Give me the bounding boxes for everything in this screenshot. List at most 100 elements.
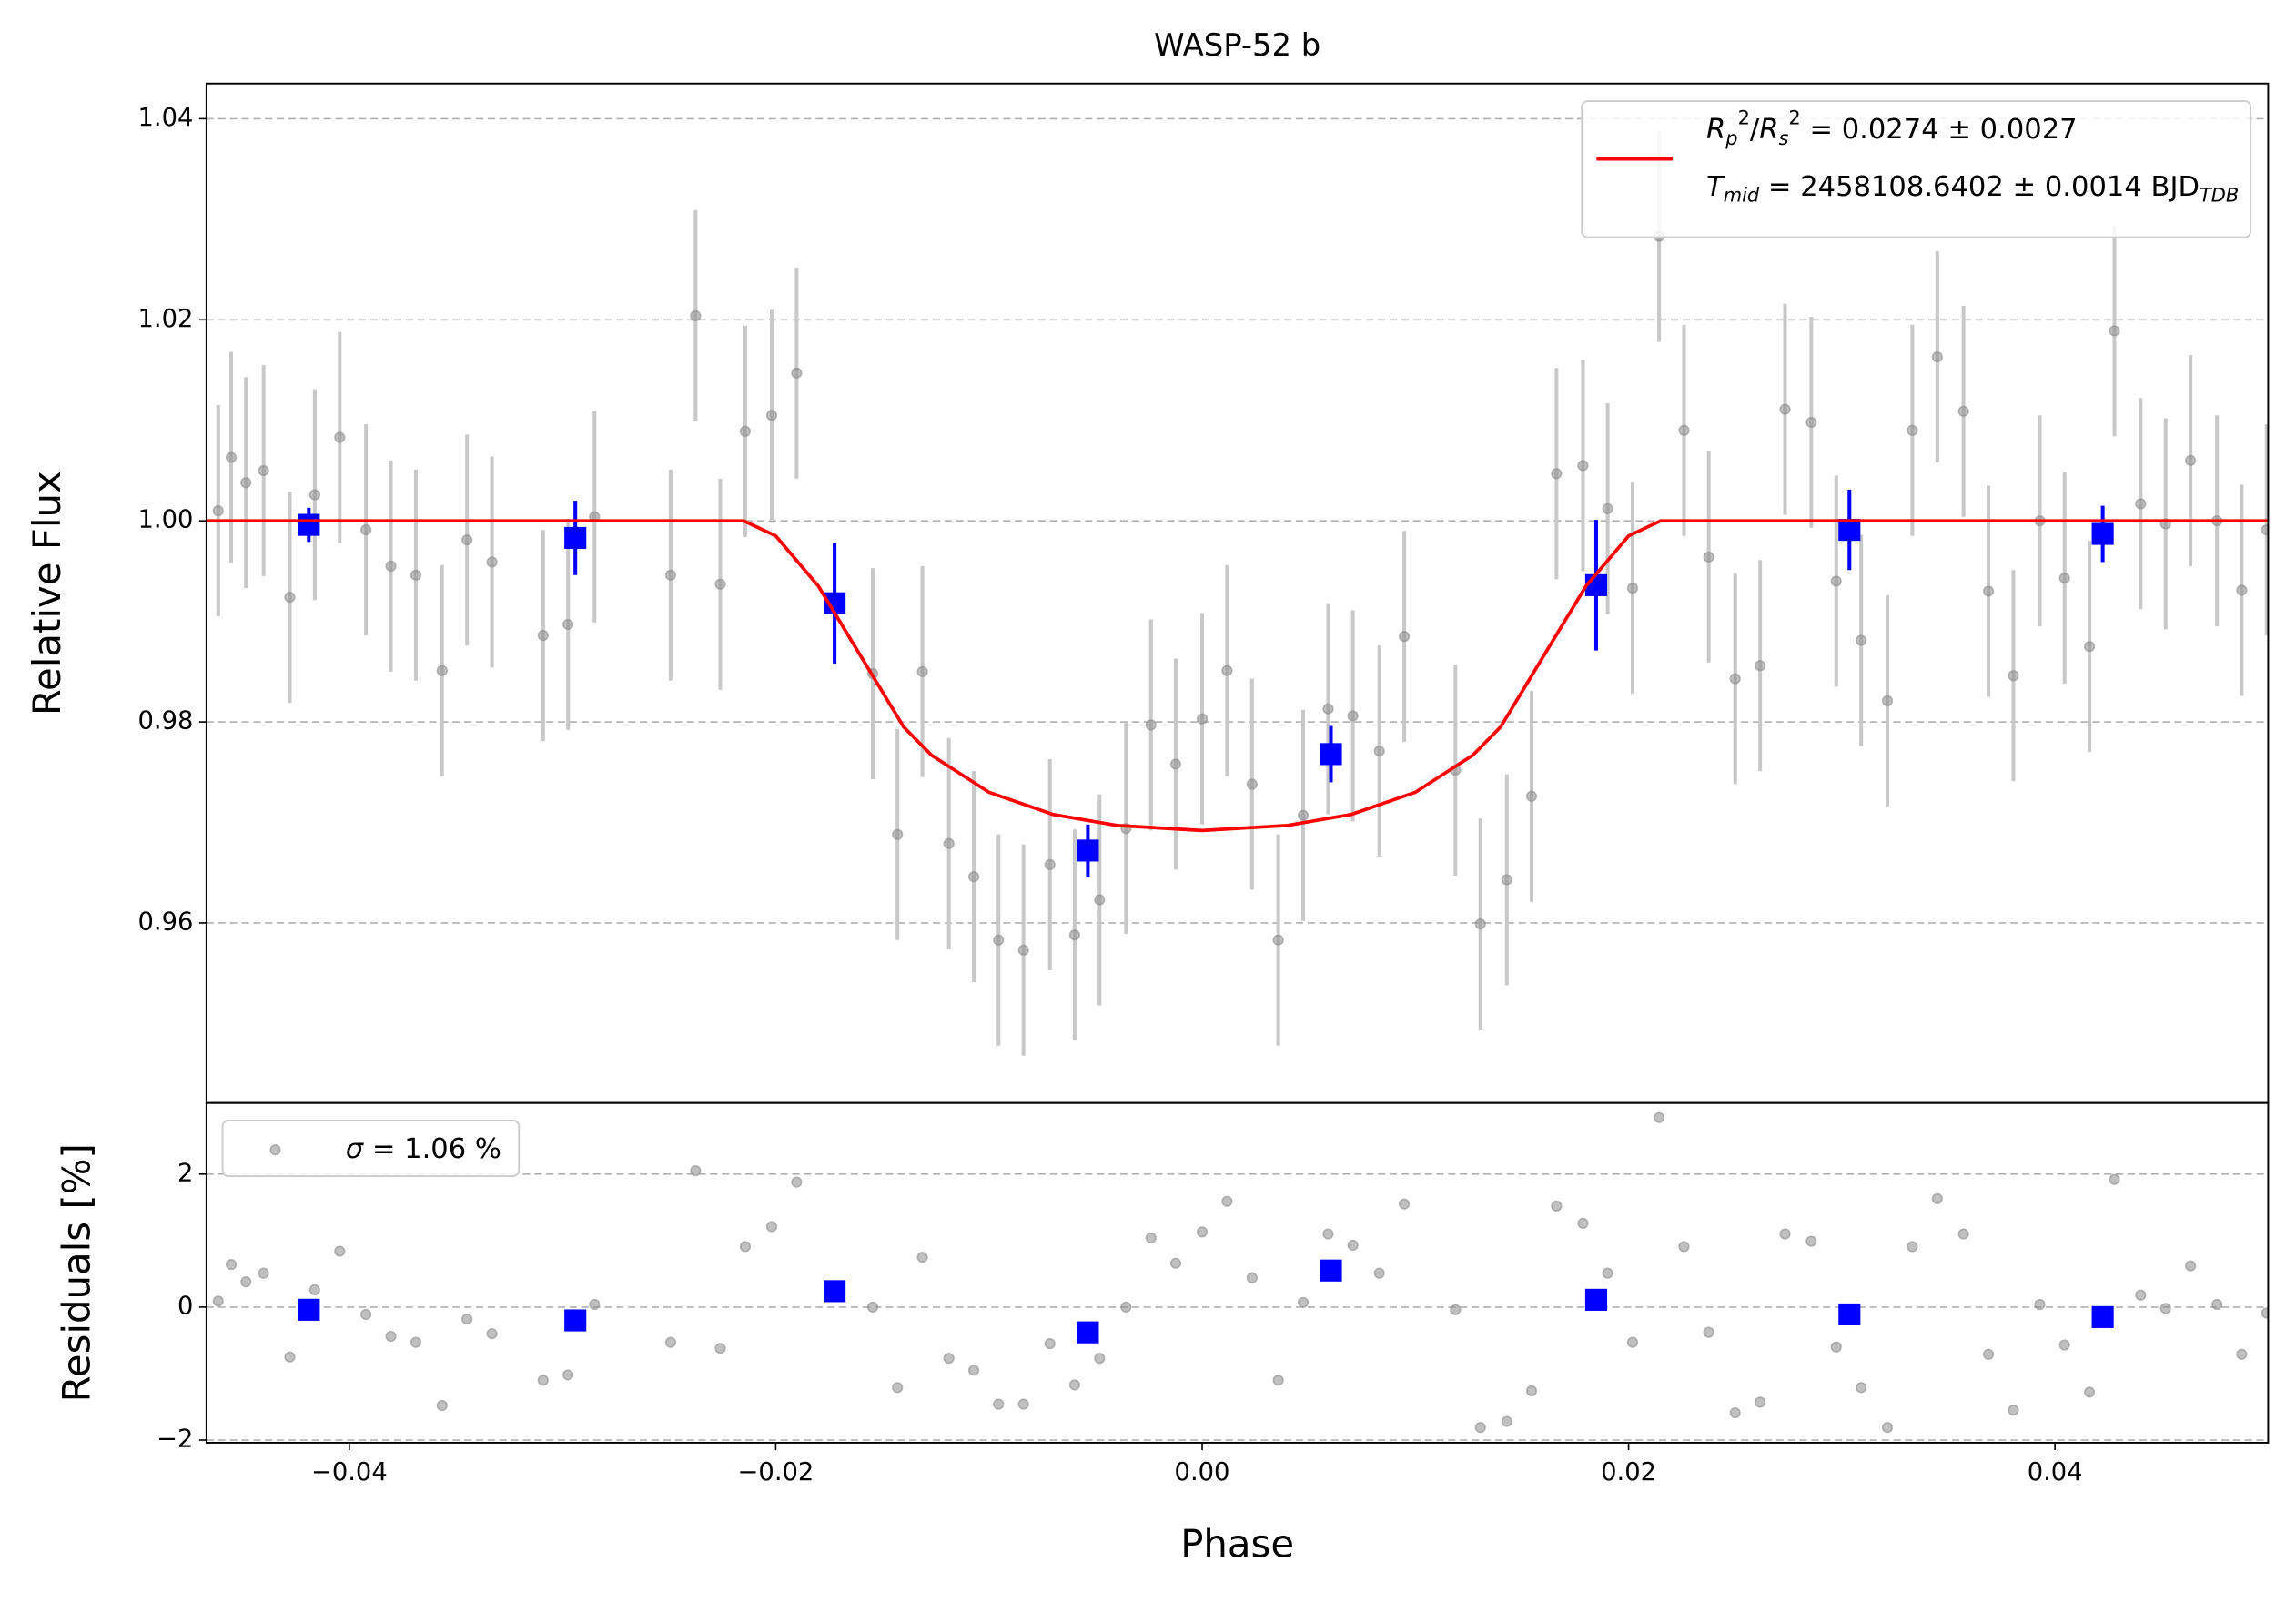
legend-text: = 2458108.6402 ± 0.0014 BJD <box>1759 170 2200 202</box>
y-tick-label: −2 <box>157 1425 193 1454</box>
marker <box>225 451 238 463</box>
marker <box>1094 894 1106 906</box>
marker <box>308 1283 321 1296</box>
marker <box>564 526 587 550</box>
marker <box>993 934 1005 946</box>
legend-text: p <box>1725 127 1737 149</box>
marker <box>1755 1396 1766 1408</box>
marker <box>2236 584 2248 596</box>
marker <box>2058 573 2070 584</box>
marker <box>916 665 928 677</box>
marker <box>1373 745 1385 757</box>
y-tick-label: 2 <box>177 1159 193 1187</box>
marker <box>1044 858 1056 871</box>
legend-text: TDB <box>2200 185 2239 207</box>
x-tick-label: 0.02 <box>1601 1458 1656 1486</box>
axes-frame <box>205 1101 2270 1444</box>
marker <box>436 665 448 676</box>
marker <box>2091 522 2114 545</box>
marker <box>1626 1336 1639 1348</box>
legend-text: = 1.06 % <box>363 1133 501 1165</box>
marker <box>240 477 252 489</box>
marker <box>1838 519 1861 542</box>
legend-text: / <box>1750 114 1760 146</box>
marker <box>385 1330 397 1343</box>
marker <box>664 569 677 581</box>
marker <box>1297 809 1310 821</box>
marker <box>1221 1195 1233 1207</box>
marker <box>1729 673 1741 685</box>
marker <box>1077 1321 1099 1344</box>
marker <box>1320 743 1342 766</box>
marker <box>1322 703 1334 715</box>
marker <box>1653 1111 1665 1123</box>
marker <box>410 1336 422 1348</box>
marker <box>791 1176 803 1188</box>
marker <box>967 1365 980 1376</box>
marker <box>589 1298 601 1311</box>
marker <box>1703 1326 1714 1338</box>
marker <box>1272 934 1284 946</box>
marker <box>212 1295 224 1307</box>
legend-text: σ <box>346 1133 365 1165</box>
marker <box>1805 416 1817 429</box>
marker <box>2083 1386 2096 1398</box>
marker <box>269 1144 281 1156</box>
marker <box>892 828 904 840</box>
marker <box>1602 502 1613 515</box>
marker <box>2159 1303 2171 1314</box>
marker <box>690 1165 702 1177</box>
marker <box>2008 670 2019 682</box>
marker <box>1957 1228 1969 1240</box>
marker <box>2261 523 2269 536</box>
x-axis-label: Phase <box>1180 1522 1294 1567</box>
y-tick-label: 1.04 <box>138 104 194 132</box>
marker <box>1957 405 1969 417</box>
y-tick-label: 0 <box>177 1292 193 1320</box>
marker <box>486 1328 498 1340</box>
x-tick-label: −0.02 <box>738 1458 814 1486</box>
marker <box>1347 710 1359 722</box>
marker <box>461 1313 473 1325</box>
chart-title: WASP-52 b <box>1154 27 1320 63</box>
legend-box <box>221 1119 521 1178</box>
marker <box>486 556 498 568</box>
marker <box>1678 1241 1690 1253</box>
marker <box>1982 1348 1995 1360</box>
marker <box>765 1221 778 1233</box>
marker <box>2034 1298 2046 1311</box>
marker <box>1830 575 1842 587</box>
marker <box>1856 1382 1867 1394</box>
marker <box>714 578 726 590</box>
marker <box>1931 351 1943 363</box>
marker <box>1169 1257 1182 1269</box>
marker <box>1169 758 1182 770</box>
marker <box>1246 778 1258 790</box>
marker <box>562 1369 574 1381</box>
marker <box>562 618 574 631</box>
marker <box>240 1276 252 1288</box>
marker <box>537 1375 549 1386</box>
marker <box>1120 1301 1132 1314</box>
marker <box>410 569 422 581</box>
legend-text: mid <box>1724 185 1760 207</box>
marker <box>2135 1289 2147 1301</box>
marker <box>943 1353 955 1365</box>
marker <box>1094 1353 1106 1365</box>
marker <box>212 505 224 517</box>
marker <box>1068 1379 1081 1391</box>
x-tick-label: 0.00 <box>1175 1458 1230 1486</box>
plot-area <box>212 1111 2269 1434</box>
marker <box>967 871 980 883</box>
legend-text: 2 <box>1788 107 1800 128</box>
marker <box>1221 665 1233 676</box>
marker <box>1881 1422 1894 1434</box>
marker <box>1551 468 1563 480</box>
marker <box>298 1298 320 1321</box>
marker <box>765 410 778 421</box>
marker <box>866 1301 879 1314</box>
marker <box>225 1259 238 1271</box>
marker <box>943 837 955 849</box>
marker <box>258 464 269 477</box>
marker <box>1856 634 1867 646</box>
